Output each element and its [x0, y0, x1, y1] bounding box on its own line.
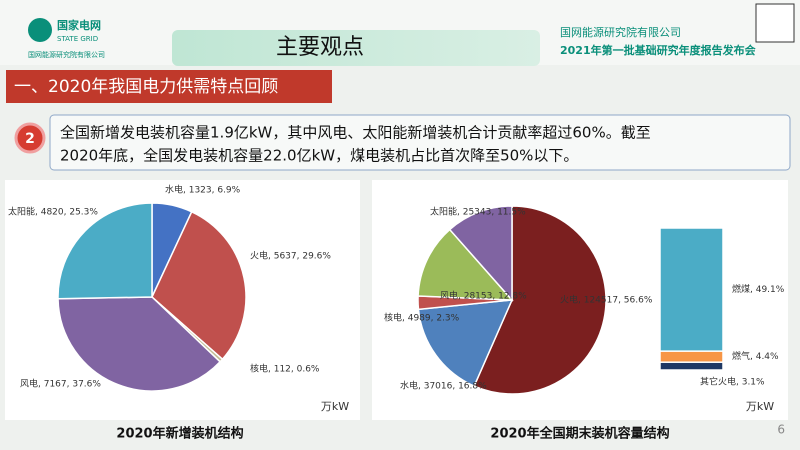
logo-text: 国家电网 — [57, 18, 101, 32]
pie-slice — [417, 299, 514, 388]
pie-slice — [473, 205, 607, 395]
breakdown-bar — [659, 227, 724, 352]
logo-org: 国网能源研究院有限公司 — [28, 50, 105, 59]
pie-slice — [57, 202, 153, 300]
page-number: 6 — [777, 423, 785, 437]
breakdown-label: 燃煤, 49.1% — [732, 283, 785, 295]
breakdown-label: 其它火电, 3.1% — [700, 376, 765, 388]
section-title: 一、2020年我国电力供需特点回顾 — [14, 77, 278, 97]
section-bar — [6, 70, 332, 103]
breakdown-label: 燃气, 4.4% — [732, 350, 779, 362]
point-box — [49, 114, 791, 171]
pie-slice — [448, 205, 513, 302]
chart-title: 2020年全国期末装机容量结构 — [490, 426, 669, 442]
slide-title: 主要观点 — [276, 35, 364, 60]
breakdown-bar — [659, 350, 724, 363]
data-label: 太阳能, 25343, 11.5% — [430, 206, 526, 218]
logo-en: STATE GRID — [57, 35, 98, 43]
pie-slice — [151, 210, 247, 361]
pie-slice — [417, 228, 514, 301]
data-label: 风电, 7167, 37.6% — [20, 378, 101, 390]
point-number: 2 — [25, 131, 35, 147]
point-badge — [14, 122, 46, 154]
data-label: 水电, 37016, 16.8% — [400, 380, 487, 392]
event: 2021年第一批基础研究年度报告发布会 — [560, 43, 757, 57]
qr-code — [755, 3, 795, 43]
data-label: 火电, 124517, 56.6% — [560, 294, 653, 306]
chart-title: 2020年新增装机结构 — [116, 426, 243, 442]
data-label: 火电, 5637, 29.6% — [250, 250, 331, 262]
pie-slice — [57, 296, 222, 392]
point-line: 2020年底，全国发电装机容量22.0亿kW，煤电装机占比首次降至50%以下。 — [60, 147, 578, 165]
breakdown-bar — [659, 361, 724, 371]
unit-label: 万kW — [321, 400, 349, 413]
org: 国网能源研究院有限公司 — [560, 25, 681, 39]
logo-icon — [28, 18, 52, 42]
data-label: 核电, 112, 0.6% — [250, 363, 320, 375]
title-box — [172, 30, 540, 66]
unit-label: 万kW — [746, 400, 774, 413]
data-label: 水电, 1323, 6.9% — [165, 184, 241, 196]
point-line: 全国新增发电装机容量1.9亿kW，其中风电、太阳能新增装机合计贡献率超过60%。… — [60, 124, 651, 142]
data-label: 太阳能, 4820, 25.3% — [8, 206, 98, 218]
data-label: 核电, 4989, 2.3% — [384, 312, 460, 324]
data-label: 风电, 28153, 12.8% — [440, 290, 527, 302]
